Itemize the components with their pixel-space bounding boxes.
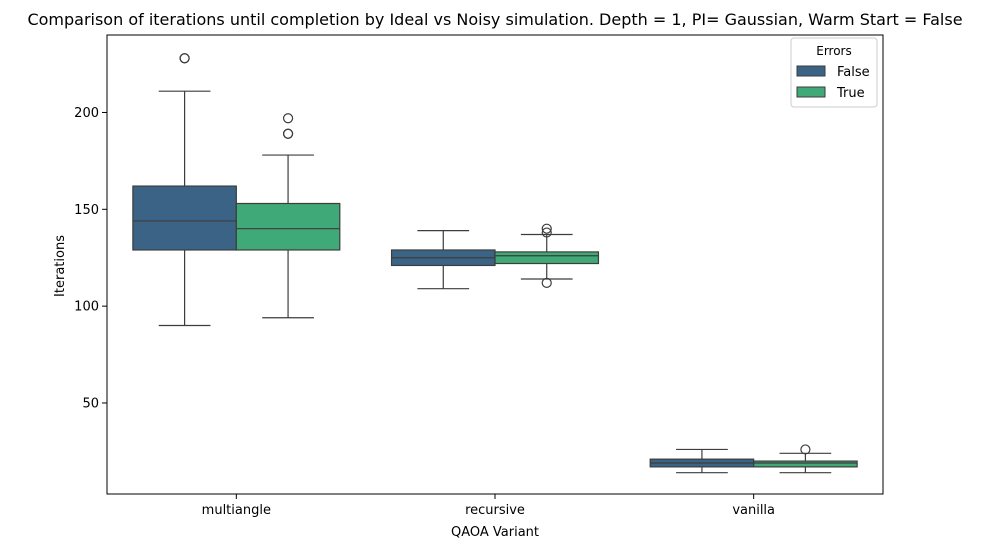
x-tick-label: multiangle (202, 503, 271, 518)
y-tick-label: 100 (74, 300, 99, 315)
x-tick-label: vanilla (732, 503, 775, 518)
y-tick-label: 200 (74, 106, 99, 121)
outlier-point (541, 223, 552, 234)
box-true-vanilla (753, 460, 858, 468)
y-axis: 50 100 150 200 (74, 106, 107, 411)
outlier-point (800, 444, 811, 455)
outlier-point (179, 53, 190, 64)
box-true-recursive (494, 251, 600, 265)
chart-title: Comparison of iterations until completio… (27, 10, 962, 29)
legend-label-true: True (836, 86, 865, 101)
legend: Errors False True (790, 37, 878, 108)
y-tick-label: 50 (82, 396, 99, 411)
x-axis-label: QAOA Variant (451, 525, 539, 540)
legend-label-false: False (837, 65, 870, 80)
box-false-multiangle (132, 185, 237, 251)
legend-swatch-false (796, 65, 826, 77)
outlier-point (541, 277, 552, 288)
outlier-point (282, 128, 294, 139)
y-axis-label: Iterations (53, 235, 68, 297)
plot-area (106, 34, 884, 495)
x-axis: multiangle recursive vanilla (202, 494, 775, 518)
legend-swatch-true (796, 86, 826, 98)
legend-title: Errors (816, 44, 852, 58)
outlier-point (282, 113, 294, 124)
y-tick-label: 150 (74, 203, 99, 218)
box-true-multiangle (235, 202, 341, 251)
outlier-point (541, 227, 552, 238)
x-tick-label: recursive (465, 503, 525, 518)
